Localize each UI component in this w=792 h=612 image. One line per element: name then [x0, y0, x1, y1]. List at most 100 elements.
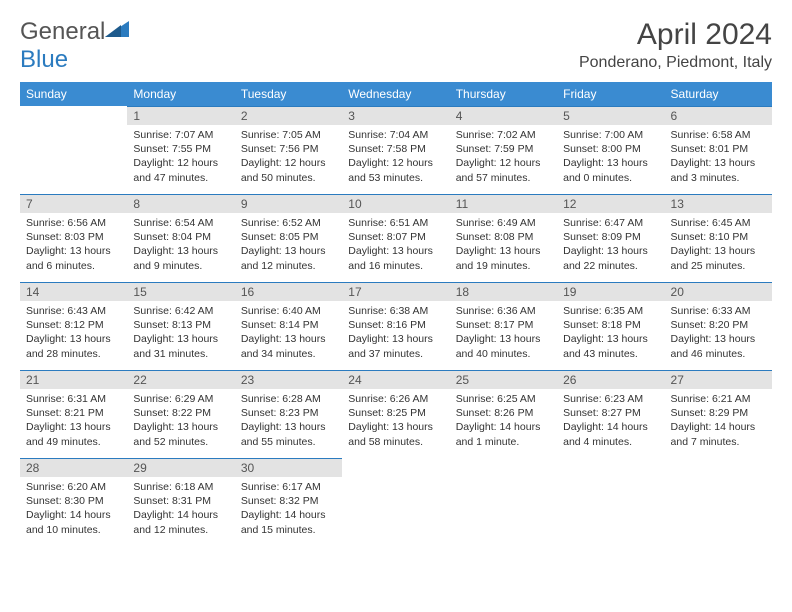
- daylight-line: Daylight: 13 hours and 31 minutes.: [133, 332, 228, 360]
- calendar-day-cell: 11Sunrise: 6:49 AMSunset: 8:08 PMDayligh…: [450, 194, 557, 282]
- sunrise-line: Sunrise: 6:36 AM: [456, 304, 551, 318]
- sunset-line: Sunset: 8:16 PM: [348, 318, 443, 332]
- sunset-line: Sunset: 8:12 PM: [26, 318, 121, 332]
- calendar-day-cell: [20, 106, 127, 194]
- calendar-day-cell: 18Sunrise: 6:36 AMSunset: 8:17 PMDayligh…: [450, 282, 557, 370]
- day-details: Sunrise: 6:36 AMSunset: 8:17 PMDaylight:…: [450, 301, 557, 365]
- daylight-line: Daylight: 13 hours and 40 minutes.: [456, 332, 551, 360]
- calendar-day-cell: 24Sunrise: 6:26 AMSunset: 8:25 PMDayligh…: [342, 370, 449, 458]
- sunset-line: Sunset: 8:22 PM: [133, 406, 228, 420]
- daylight-line: Daylight: 13 hours and 3 minutes.: [671, 156, 766, 184]
- calendar-day-cell: 16Sunrise: 6:40 AMSunset: 8:14 PMDayligh…: [235, 282, 342, 370]
- weekday-header: Monday: [127, 82, 234, 106]
- sunrise-line: Sunrise: 6:51 AM: [348, 216, 443, 230]
- day-number: 14: [20, 282, 127, 301]
- day-number: 2: [235, 106, 342, 125]
- daylight-line: Daylight: 12 hours and 57 minutes.: [456, 156, 551, 184]
- day-number: 24: [342, 370, 449, 389]
- logo: GeneralBlue: [20, 18, 129, 74]
- day-number: 1: [127, 106, 234, 125]
- sunrise-line: Sunrise: 6:21 AM: [671, 392, 766, 406]
- sunrise-line: Sunrise: 7:07 AM: [133, 128, 228, 142]
- calendar-week-row: 1Sunrise: 7:07 AMSunset: 7:55 PMDaylight…: [20, 106, 772, 194]
- calendar-day-cell: 3Sunrise: 7:04 AMSunset: 7:58 PMDaylight…: [342, 106, 449, 194]
- day-details: Sunrise: 6:58 AMSunset: 8:01 PMDaylight:…: [665, 125, 772, 189]
- month-year-title: April 2024: [579, 18, 772, 52]
- sunrise-line: Sunrise: 6:31 AM: [26, 392, 121, 406]
- calendar-day-cell: 30Sunrise: 6:17 AMSunset: 8:32 PMDayligh…: [235, 458, 342, 546]
- sunset-line: Sunset: 8:07 PM: [348, 230, 443, 244]
- day-details: Sunrise: 6:54 AMSunset: 8:04 PMDaylight:…: [127, 213, 234, 277]
- sunrise-line: Sunrise: 7:04 AM: [348, 128, 443, 142]
- calendar-week-row: 14Sunrise: 6:43 AMSunset: 8:12 PMDayligh…: [20, 282, 772, 370]
- weekday-header: Saturday: [665, 82, 772, 106]
- day-number: 4: [450, 106, 557, 125]
- daylight-line: Daylight: 12 hours and 47 minutes.: [133, 156, 228, 184]
- day-details: Sunrise: 6:35 AMSunset: 8:18 PMDaylight:…: [557, 301, 664, 365]
- day-number: 26: [557, 370, 664, 389]
- day-details: Sunrise: 6:26 AMSunset: 8:25 PMDaylight:…: [342, 389, 449, 453]
- day-number: 15: [127, 282, 234, 301]
- day-number: 16: [235, 282, 342, 301]
- logo-text-part2: Blue: [20, 46, 68, 73]
- sunset-line: Sunset: 8:17 PM: [456, 318, 551, 332]
- calendar-table: Sunday Monday Tuesday Wednesday Thursday…: [20, 82, 772, 546]
- weekday-header-row: Sunday Monday Tuesday Wednesday Thursday…: [20, 82, 772, 106]
- sunrise-line: Sunrise: 6:28 AM: [241, 392, 336, 406]
- sunrise-line: Sunrise: 6:29 AM: [133, 392, 228, 406]
- calendar-day-cell: [450, 458, 557, 546]
- day-details: Sunrise: 7:07 AMSunset: 7:55 PMDaylight:…: [127, 125, 234, 189]
- calendar-week-row: 21Sunrise: 6:31 AMSunset: 8:21 PMDayligh…: [20, 370, 772, 458]
- sunset-line: Sunset: 8:18 PM: [563, 318, 658, 332]
- day-number: 17: [342, 282, 449, 301]
- day-details: Sunrise: 6:23 AMSunset: 8:27 PMDaylight:…: [557, 389, 664, 453]
- day-details: Sunrise: 6:20 AMSunset: 8:30 PMDaylight:…: [20, 477, 127, 541]
- sunrise-line: Sunrise: 6:58 AM: [671, 128, 766, 142]
- sunrise-line: Sunrise: 6:25 AM: [456, 392, 551, 406]
- weekday-header: Tuesday: [235, 82, 342, 106]
- sunset-line: Sunset: 8:32 PM: [241, 494, 336, 508]
- day-details: Sunrise: 6:49 AMSunset: 8:08 PMDaylight:…: [450, 213, 557, 277]
- day-number: 10: [342, 194, 449, 213]
- day-details: Sunrise: 6:40 AMSunset: 8:14 PMDaylight:…: [235, 301, 342, 365]
- calendar-day-cell: 6Sunrise: 6:58 AMSunset: 8:01 PMDaylight…: [665, 106, 772, 194]
- sunset-line: Sunset: 8:21 PM: [26, 406, 121, 420]
- sunrise-line: Sunrise: 7:00 AM: [563, 128, 658, 142]
- day-details: Sunrise: 6:43 AMSunset: 8:12 PMDaylight:…: [20, 301, 127, 365]
- daylight-line: Daylight: 12 hours and 53 minutes.: [348, 156, 443, 184]
- day-number: 5: [557, 106, 664, 125]
- sunset-line: Sunset: 8:00 PM: [563, 142, 658, 156]
- day-number: 20: [665, 282, 772, 301]
- calendar-day-cell: 15Sunrise: 6:42 AMSunset: 8:13 PMDayligh…: [127, 282, 234, 370]
- calendar-day-cell: 21Sunrise: 6:31 AMSunset: 8:21 PMDayligh…: [20, 370, 127, 458]
- day-number: 6: [665, 106, 772, 125]
- sunset-line: Sunset: 8:30 PM: [26, 494, 121, 508]
- sunrise-line: Sunrise: 6:23 AM: [563, 392, 658, 406]
- day-details: Sunrise: 6:33 AMSunset: 8:20 PMDaylight:…: [665, 301, 772, 365]
- calendar-day-cell: 7Sunrise: 6:56 AMSunset: 8:03 PMDaylight…: [20, 194, 127, 282]
- calendar-day-cell: 28Sunrise: 6:20 AMSunset: 8:30 PMDayligh…: [20, 458, 127, 546]
- calendar-day-cell: [342, 458, 449, 546]
- daylight-line: Daylight: 13 hours and 34 minutes.: [241, 332, 336, 360]
- calendar-day-cell: 2Sunrise: 7:05 AMSunset: 7:56 PMDaylight…: [235, 106, 342, 194]
- calendar-day-cell: 29Sunrise: 6:18 AMSunset: 8:31 PMDayligh…: [127, 458, 234, 546]
- calendar-day-cell: 17Sunrise: 6:38 AMSunset: 8:16 PMDayligh…: [342, 282, 449, 370]
- sunset-line: Sunset: 8:10 PM: [671, 230, 766, 244]
- logo-text: GeneralBlue: [20, 18, 129, 74]
- day-details: Sunrise: 6:45 AMSunset: 8:10 PMDaylight:…: [665, 213, 772, 277]
- day-number: 25: [450, 370, 557, 389]
- day-details: Sunrise: 6:51 AMSunset: 8:07 PMDaylight:…: [342, 213, 449, 277]
- day-details: Sunrise: 7:04 AMSunset: 7:58 PMDaylight:…: [342, 125, 449, 189]
- sunrise-line: Sunrise: 6:49 AM: [456, 216, 551, 230]
- calendar-day-cell: 26Sunrise: 6:23 AMSunset: 8:27 PMDayligh…: [557, 370, 664, 458]
- day-number: 12: [557, 194, 664, 213]
- calendar-day-cell: 22Sunrise: 6:29 AMSunset: 8:22 PMDayligh…: [127, 370, 234, 458]
- sunrise-line: Sunrise: 6:47 AM: [563, 216, 658, 230]
- calendar-day-cell: 4Sunrise: 7:02 AMSunset: 7:59 PMDaylight…: [450, 106, 557, 194]
- daylight-line: Daylight: 14 hours and 12 minutes.: [133, 508, 228, 536]
- sunset-line: Sunset: 8:14 PM: [241, 318, 336, 332]
- sunset-line: Sunset: 8:03 PM: [26, 230, 121, 244]
- sunset-line: Sunset: 8:04 PM: [133, 230, 228, 244]
- sunrise-line: Sunrise: 6:18 AM: [133, 480, 228, 494]
- daylight-line: Daylight: 13 hours and 16 minutes.: [348, 244, 443, 272]
